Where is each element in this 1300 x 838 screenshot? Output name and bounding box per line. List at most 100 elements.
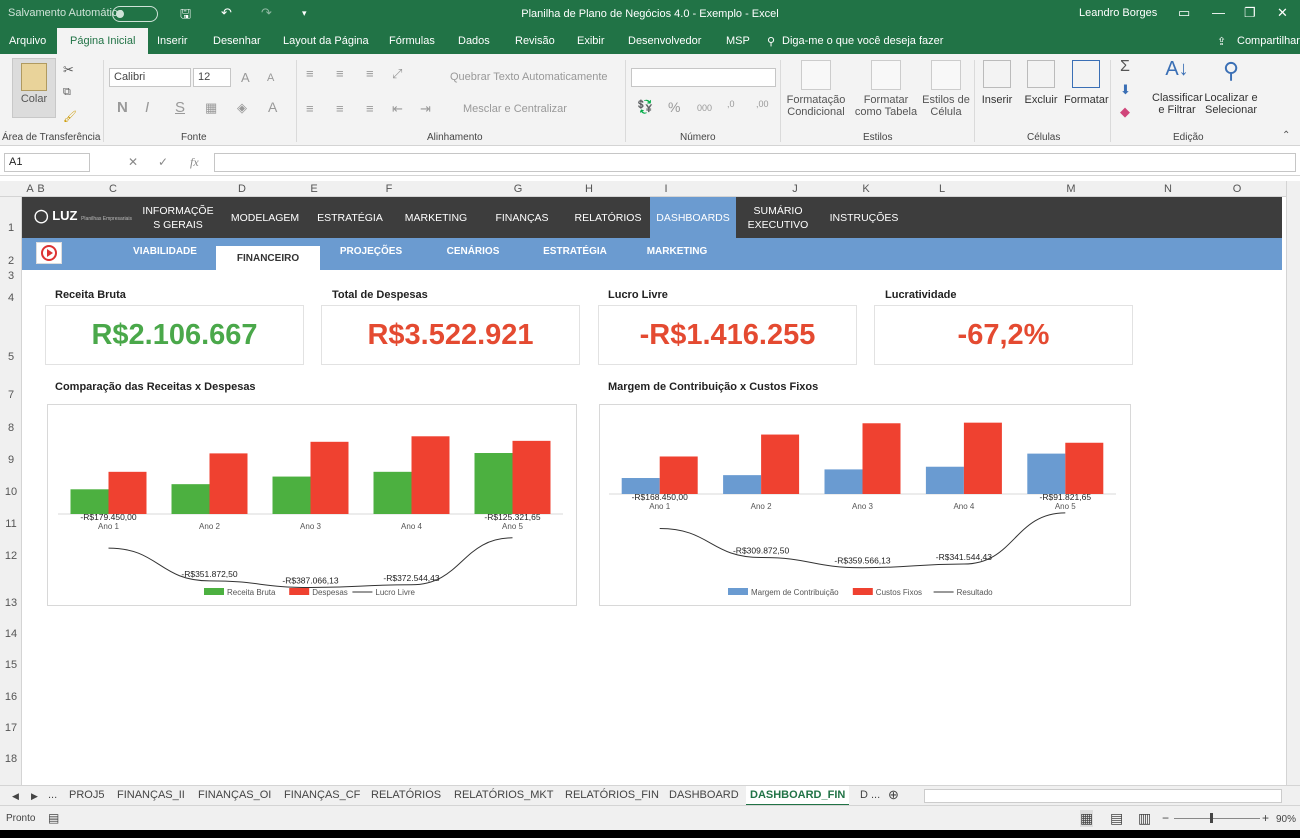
fill-color-icon[interactable]: ◈: [237, 100, 247, 115]
row-header[interactable]: 16: [4, 691, 18, 703]
nav-modeling[interactable]: MODELAGEM: [230, 211, 300, 224]
page-layout-icon[interactable]: ▤: [1110, 810, 1124, 826]
italic-icon[interactable]: I: [145, 99, 150, 116]
zoom-thumb[interactable]: [1210, 813, 1213, 823]
vertical-scrollbar[interactable]: [1286, 181, 1300, 785]
customize-qat-icon[interactable]: ▾: [302, 8, 307, 18]
page-break-icon[interactable]: ▥: [1138, 810, 1152, 826]
align-top-icon[interactable]: ≡: [306, 66, 314, 81]
sheet-tab-more[interactable]: ...: [48, 789, 58, 801]
col-header[interactable]: H: [585, 183, 593, 195]
number-format-select[interactable]: [631, 68, 776, 87]
tab-msp[interactable]: MSP: [726, 35, 750, 47]
tab-insert[interactable]: Inserir: [157, 35, 188, 47]
clear-icon[interactable]: ◆: [1120, 104, 1130, 119]
col-header[interactable]: B: [37, 183, 45, 195]
sheet-tab[interactable]: DASHBOARD: [669, 789, 739, 801]
subnav-strategy[interactable]: ESTRATÉGIA: [543, 246, 607, 257]
increase-font-icon[interactable]: A: [241, 70, 250, 85]
thousands-icon[interactable]: 000: [697, 103, 713, 113]
col-header[interactable]: K: [862, 183, 870, 195]
col-header[interactable]: C: [109, 183, 117, 195]
function-icon[interactable]: fx: [190, 155, 199, 169]
wrap-text-button[interactable]: Quebrar Texto Automaticamente: [450, 71, 608, 83]
collapse-ribbon-icon[interactable]: ⌃: [1282, 130, 1291, 141]
nav-general-info[interactable]: INFORMAÇÕE S GERAIS: [142, 204, 214, 231]
zoom-level[interactable]: 90%: [1276, 814, 1297, 825]
row-header[interactable]: 18: [4, 753, 18, 765]
sheet-tab[interactable]: FINANÇAS_II: [117, 789, 185, 801]
nav-executive-summary[interactable]: SUMÁRIO EXECUTIVO: [747, 204, 809, 231]
orientation-icon[interactable]: ⤢: [392, 66, 403, 81]
col-header[interactable]: L: [938, 183, 946, 195]
redo-icon[interactable]: ↷: [261, 5, 272, 20]
subnav-scenarios[interactable]: CENÁRIOS: [446, 246, 500, 257]
nav-reports[interactable]: RELATÓRIOS: [574, 211, 642, 224]
tab-view[interactable]: Exibir: [577, 35, 605, 47]
bold-icon[interactable]: N: [117, 99, 128, 116]
row-header[interactable]: 5: [7, 351, 15, 363]
minimize-icon[interactable]: —: [1212, 5, 1225, 20]
row-header[interactable]: 3: [7, 270, 15, 282]
undo-icon[interactable]: ↶: [221, 5, 232, 20]
font-size-select[interactable]: 12: [193, 68, 231, 87]
share-button[interactable]: Compartilhar: [1237, 35, 1300, 47]
nav-strategy[interactable]: ESTRATÉGIA: [317, 211, 383, 224]
row-header[interactable]: 15: [4, 659, 18, 671]
col-header[interactable]: J: [792, 183, 798, 195]
row-header[interactable]: 7: [7, 389, 15, 401]
tab-review[interactable]: Revisão: [515, 35, 555, 47]
zoom-slider[interactable]: [1174, 818, 1260, 819]
subnav-viability[interactable]: VIABILIDADE: [133, 246, 197, 257]
currency-icon[interactable]: 💱: [637, 99, 654, 114]
col-header[interactable]: G: [513, 183, 523, 195]
tab-formulas[interactable]: Fórmulas: [389, 35, 435, 47]
font-name-select[interactable]: Calibri: [109, 68, 191, 87]
nav-instructions[interactable]: INSTRUÇÕES: [829, 211, 899, 224]
autosave-toggle[interactable]: [112, 6, 158, 22]
align-left-icon[interactable]: ≡: [306, 101, 314, 116]
sheet-tab[interactable]: RELATÓRIOS_FIN: [565, 789, 659, 801]
sheet-tab[interactable]: RELATÓRIOS: [371, 789, 442, 801]
add-sheet-icon[interactable]: ⊕: [888, 787, 899, 802]
row-header[interactable]: 9: [7, 454, 15, 466]
decrease-font-icon[interactable]: A: [267, 72, 275, 84]
row-header[interactable]: 8: [7, 422, 15, 434]
row-header[interactable]: 4: [7, 292, 15, 304]
tab-page-layout[interactable]: Layout da Página: [283, 35, 369, 47]
tab-developer[interactable]: Desenvolvedor: [628, 35, 702, 47]
save-icon[interactable]: 🖫: [180, 6, 192, 21]
align-bottom-icon[interactable]: ≡: [366, 66, 374, 81]
sheet-tab[interactable]: PROJ5: [69, 789, 105, 801]
insert-cells-button[interactable]: Inserir: [978, 60, 1016, 106]
format-cells-button[interactable]: Formatar: [1064, 60, 1109, 106]
sheet-tab[interactable]: FINANÇAS_OI: [198, 789, 272, 801]
col-header[interactable]: N: [1164, 183, 1172, 195]
close-icon[interactable]: ✕: [1277, 5, 1288, 20]
row-header[interactable]: 12: [4, 550, 18, 562]
zoom-out-icon[interactable]: −: [1162, 811, 1170, 825]
col-header[interactable]: D: [238, 183, 246, 195]
copy-icon[interactable]: ⧉: [63, 86, 71, 98]
nav-finances[interactable]: FINANÇAS: [495, 211, 549, 224]
font-color-icon[interactable]: A: [268, 99, 278, 115]
subnav-projections[interactable]: PROJEÇÕES: [339, 246, 403, 257]
macro-record-icon[interactable]: ▤: [48, 811, 60, 825]
sort-filter-button[interactable]: A↓ Classificar e Filtrar: [1152, 58, 1203, 116]
tab-home[interactable]: Página Inicial: [57, 28, 149, 54]
ribbon-display-icon[interactable]: ▭: [1178, 5, 1191, 20]
nav-dashboards[interactable]: DASHBOARDS: [650, 197, 736, 238]
enter-icon[interactable]: ✓: [158, 155, 169, 169]
formula-input[interactable]: [214, 153, 1296, 172]
sheet-tab[interactable]: FINANÇAS_CF: [284, 789, 361, 801]
increase-decimal-icon[interactable]: ,0: [727, 99, 735, 109]
conditional-format-button[interactable]: Formatação Condicional: [784, 60, 848, 118]
align-center-icon[interactable]: ≡: [336, 101, 344, 116]
find-select-button[interactable]: ⚲ Localizar e Selecionar: [1204, 58, 1258, 116]
decrease-decimal-icon[interactable]: ,00: [756, 99, 769, 109]
increase-indent-icon[interactable]: ⇥: [420, 101, 431, 116]
row-header[interactable]: 11: [5, 518, 17, 530]
row-header[interactable]: 2: [7, 255, 15, 267]
col-header[interactable]: F: [385, 183, 393, 195]
borders-icon[interactable]: ▦: [205, 100, 218, 115]
